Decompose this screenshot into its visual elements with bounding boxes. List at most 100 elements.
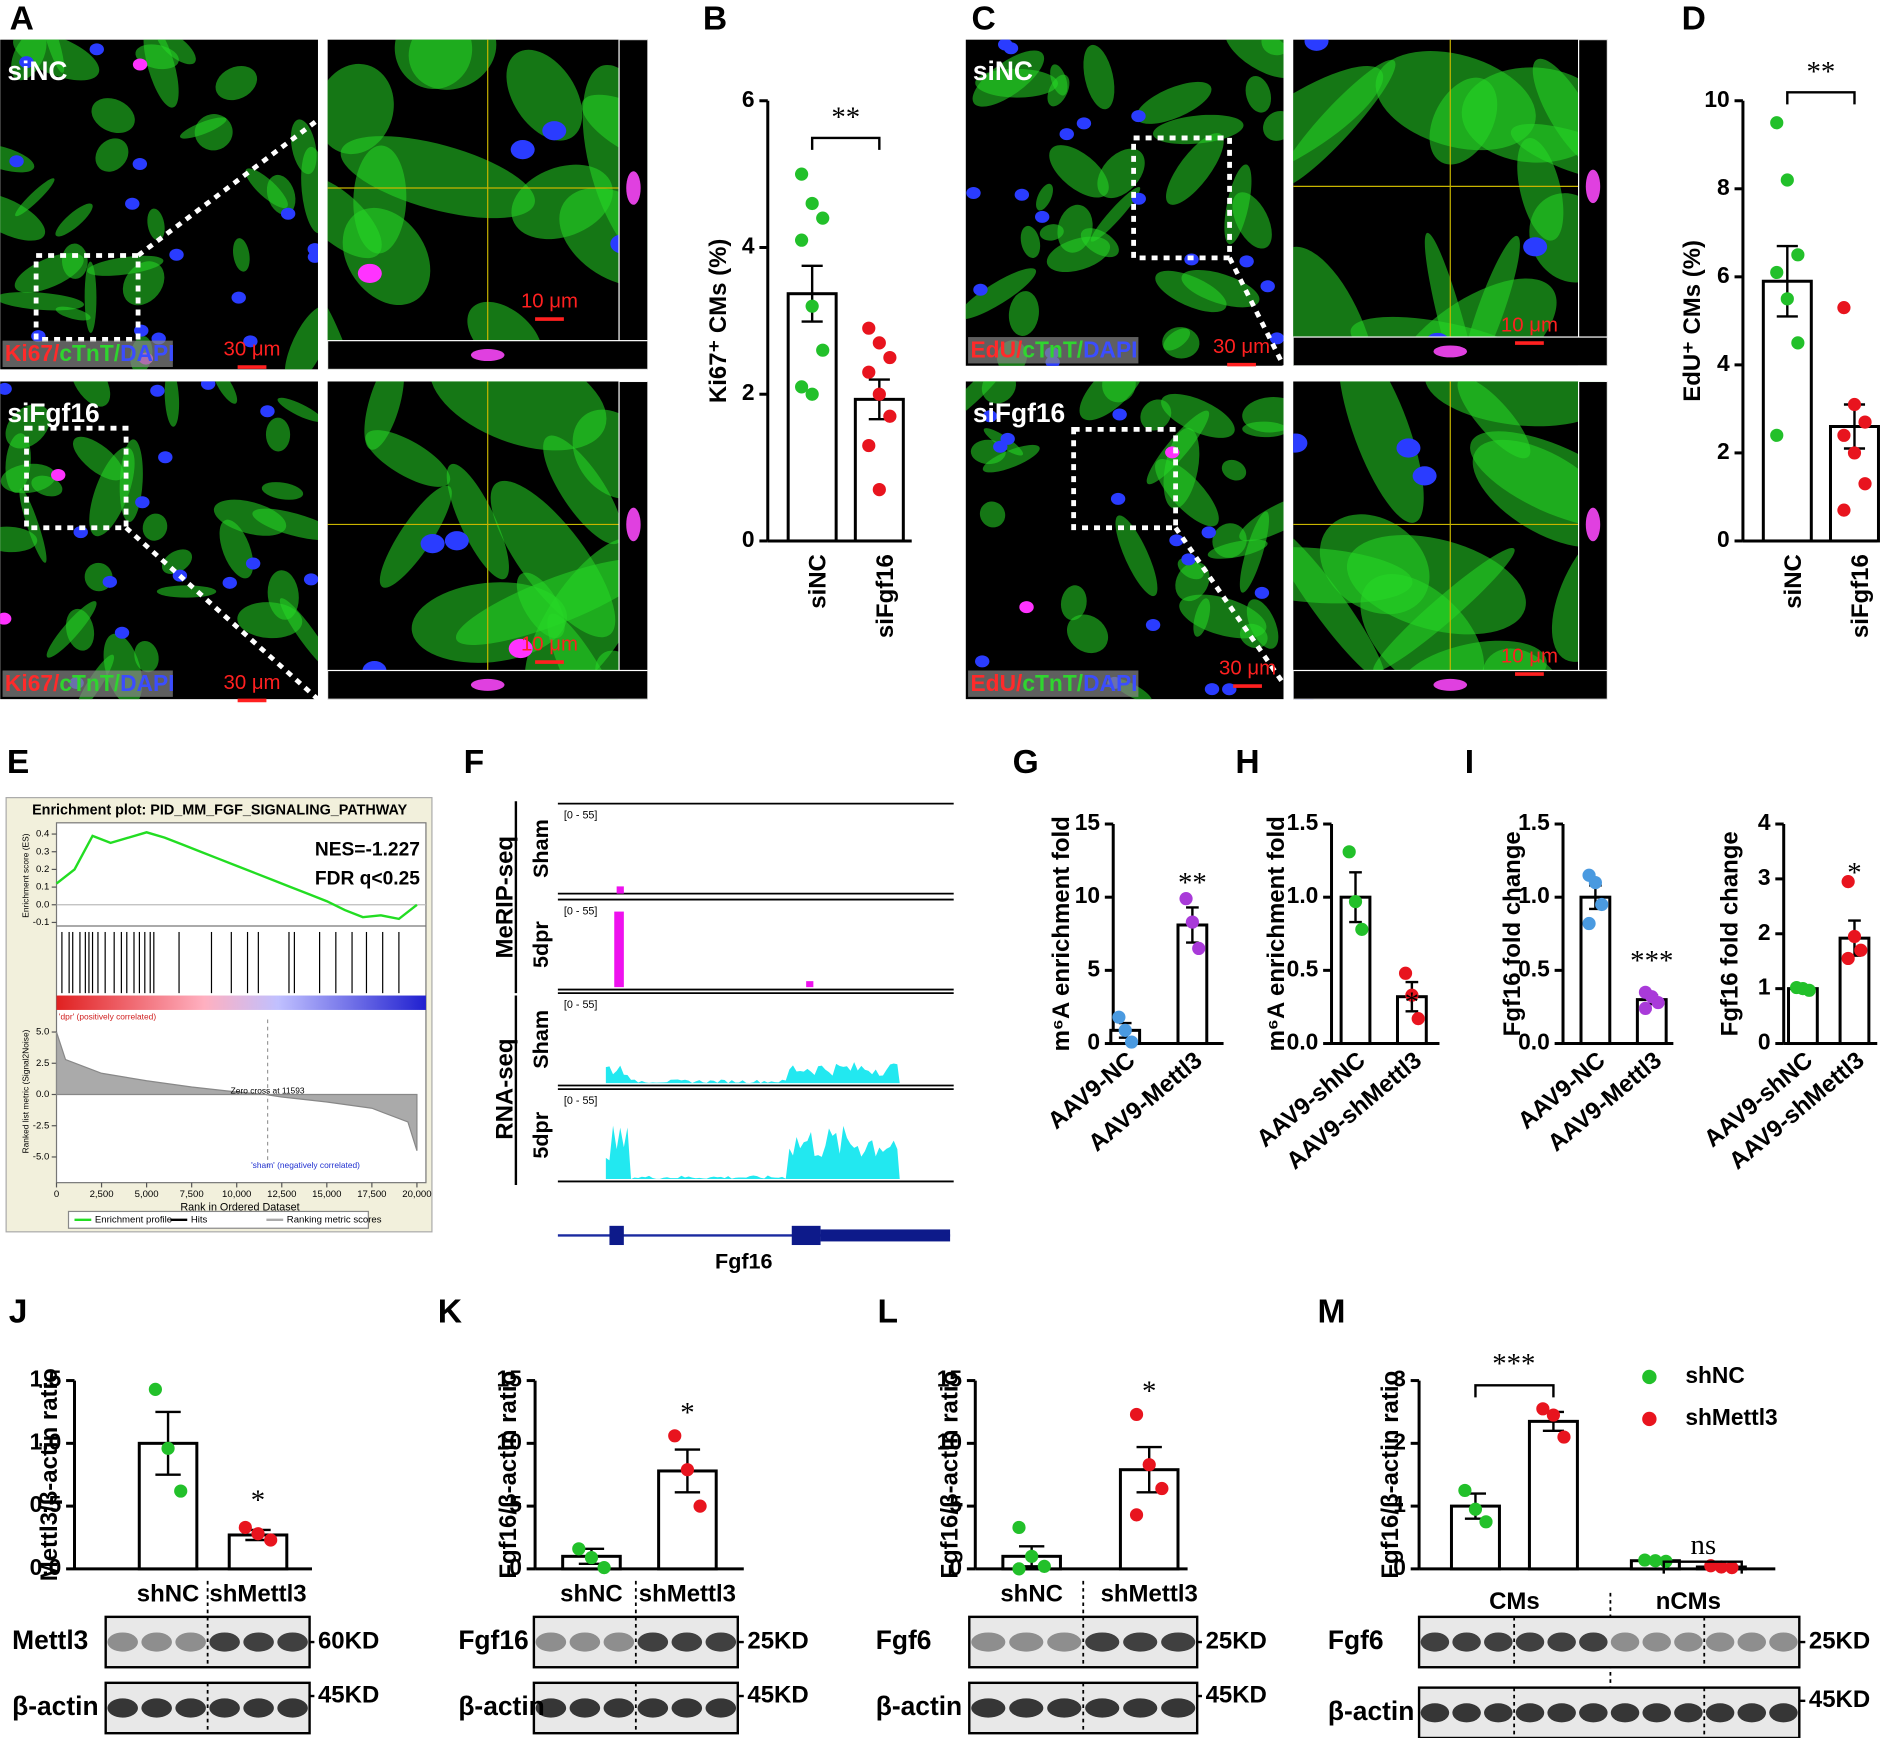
nucleus	[1523, 237, 1548, 257]
nucleus	[132, 158, 148, 170]
cell	[134, 640, 159, 673]
data-point	[1780, 173, 1794, 187]
stain-label: EdU/cTnT/DAPI	[970, 670, 1137, 696]
data-point	[174, 1484, 188, 1498]
data-point	[1398, 966, 1413, 980]
data-point	[1142, 1458, 1156, 1472]
stain-part: DAPI	[1083, 336, 1137, 362]
nucleus	[125, 197, 140, 210]
data-point	[1588, 875, 1602, 890]
significance: *	[1405, 987, 1419, 1019]
scale-label: 10 μm	[521, 634, 578, 656]
blot-size: 25KD	[1809, 1627, 1870, 1654]
y-tick-label: 15	[937, 1366, 963, 1392]
gene-utr	[820, 1229, 951, 1242]
inset-box	[1071, 427, 1178, 531]
y-tick-label: 0	[1717, 526, 1730, 552]
track-condition: Sham	[528, 819, 553, 878]
nucleus	[89, 43, 104, 56]
nucleus	[542, 121, 567, 141]
panel-letter: G	[1013, 744, 1039, 781]
y-tick-label: 0.5	[1518, 955, 1550, 981]
cell	[0, 526, 38, 553]
blot-band	[107, 1698, 138, 1718]
panel-letter: I	[1465, 744, 1474, 781]
y-tick-label: 0	[1393, 1554, 1406, 1580]
blot-band	[243, 1632, 274, 1652]
panel-letter: F	[464, 744, 485, 781]
cell	[156, 585, 217, 598]
blot-band	[1452, 1703, 1481, 1723]
data-point	[1770, 428, 1784, 442]
significance: **	[1807, 56, 1836, 88]
x-tick-label: shMettl3	[209, 1581, 306, 1608]
gene-label: Fgf16	[715, 1249, 773, 1274]
nucleus	[1204, 683, 1220, 696]
y-tick-label: 5	[949, 1491, 962, 1517]
y-tick-label: -2.5	[33, 1120, 50, 1131]
cell	[446, 463, 509, 580]
y-tick-label: 5	[1087, 955, 1100, 981]
x-tick-label: 20,000	[402, 1189, 431, 1200]
scale-label: 30 μm	[223, 339, 280, 361]
data-point	[572, 1542, 586, 1556]
data-point	[238, 1520, 252, 1535]
stain-part: DAPI	[120, 340, 174, 366]
blot-band	[1705, 1703, 1735, 1723]
data-point	[805, 196, 819, 211]
cell	[979, 501, 1006, 528]
blot-band	[1642, 1632, 1671, 1652]
condition-label: siNC	[7, 56, 67, 86]
nucleus	[1293, 433, 1308, 453]
blot-band	[1047, 1632, 1082, 1652]
blot-band	[1515, 1703, 1545, 1723]
y-tick-label: 0.0	[30, 1554, 62, 1580]
micrograph	[1293, 39, 1608, 366]
cell	[55, 203, 93, 237]
stain-part: DAPI	[1083, 670, 1137, 696]
blot-band	[705, 1632, 737, 1652]
cell	[40, 39, 65, 73]
cell	[277, 397, 318, 422]
nucleus	[0, 612, 12, 625]
blot-band	[637, 1698, 669, 1718]
y-tick-label: 0	[1087, 1029, 1100, 1055]
blot-band	[1579, 1703, 1608, 1723]
data-point	[680, 1463, 695, 1477]
gsea-title: Enrichment plot: PID_MM_FGF_SIGNALING_PA…	[32, 803, 408, 819]
blot-band	[1420, 1703, 1450, 1723]
data-point	[1651, 995, 1665, 1010]
track-group: MeRIP-seq	[492, 836, 519, 959]
data-point	[1342, 845, 1356, 859]
data-point	[1837, 503, 1851, 517]
y-tick-label: 1	[1393, 1491, 1406, 1517]
y-tick-label: 2.5	[36, 1058, 49, 1069]
track-range: [0 - 55]	[564, 999, 598, 1011]
cell	[0, 192, 46, 241]
data-point	[872, 336, 886, 350]
ortho-signal	[1433, 678, 1468, 691]
data-point	[597, 1561, 611, 1575]
data-point	[816, 343, 830, 357]
data-point	[1770, 116, 1784, 130]
stain-bg	[2, 340, 173, 368]
data-point	[693, 1499, 707, 1513]
blot-band	[1009, 1632, 1044, 1652]
blot-band	[1085, 1698, 1120, 1718]
x-tick-label: CMs	[1489, 1588, 1540, 1615]
panel-letter: D	[1682, 0, 1706, 37]
cell	[506, 49, 583, 141]
nucleus	[1076, 117, 1092, 130]
data-point	[1012, 1562, 1026, 1576]
y-tick-label: 2	[742, 379, 755, 405]
nucleus	[1269, 332, 1284, 345]
nucleus	[245, 557, 261, 570]
blot-band	[1769, 1703, 1798, 1723]
data-point	[1841, 875, 1855, 889]
cell	[1060, 585, 1087, 621]
nucleus	[231, 291, 246, 304]
stain-bg	[968, 670, 1139, 697]
y-axis-label: Enrichment score (ES)	[21, 833, 31, 917]
cell	[301, 146, 318, 234]
legend-box	[67, 1210, 369, 1229]
